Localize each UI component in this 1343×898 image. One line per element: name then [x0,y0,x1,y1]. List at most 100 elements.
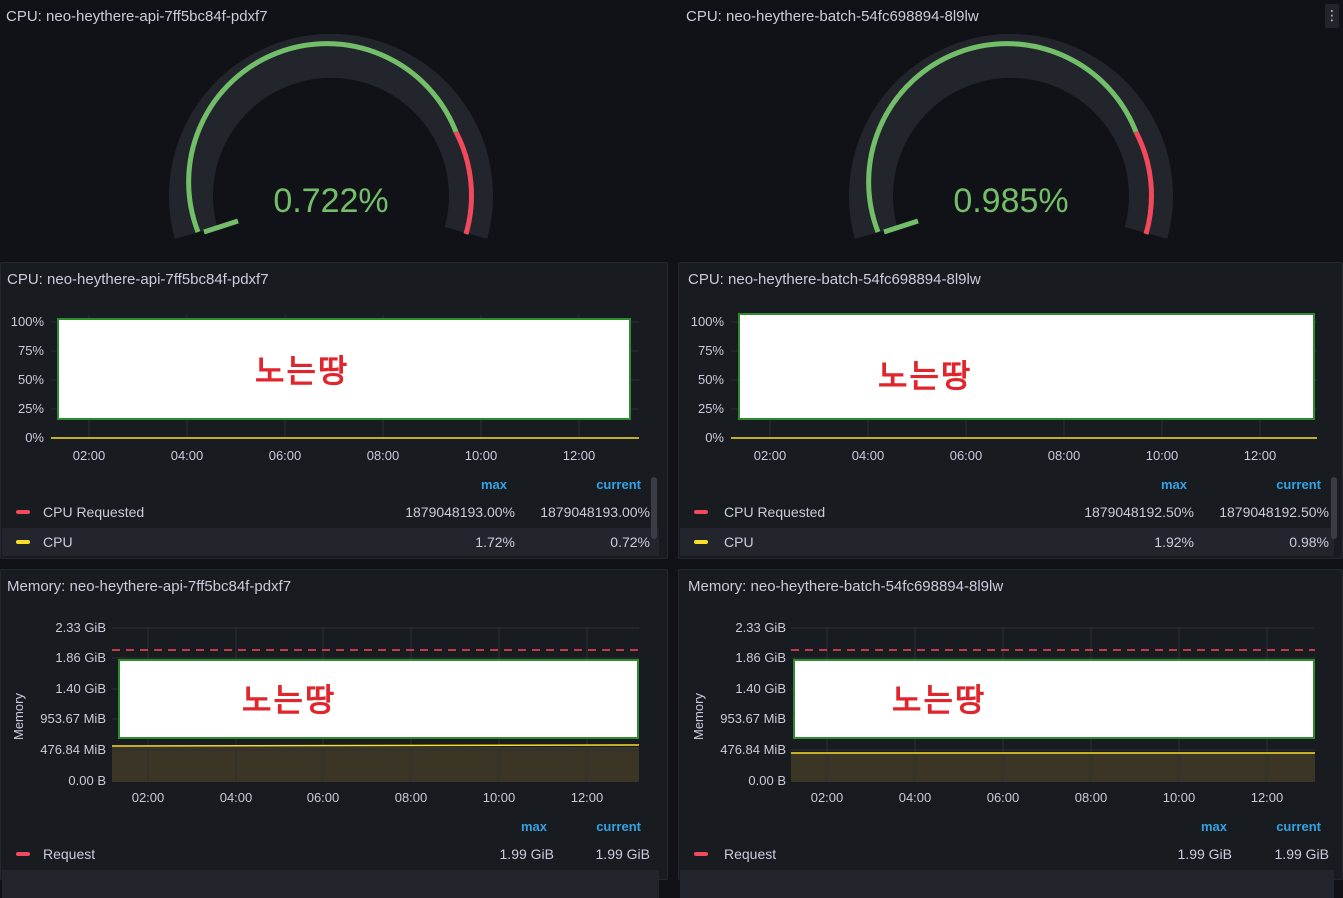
cpu-panel-api[interactable]: CPU: neo-heythere-api-7ff5bc84f-pdxf7 10… [0,262,668,559]
legend-header-max[interactable]: max [520,819,547,834]
legend-header-max[interactable]: max [1160,477,1187,492]
y-tick: 0.00 B [748,773,786,788]
overlay-text: 노는땅 [878,357,973,395]
series-swatch [16,852,30,856]
legend-header-current[interactable]: current [596,477,641,492]
x-tick: 10:00 [483,790,516,805]
legend-row[interactable]: Request 1.99 GiB 1.99 GiB [2,840,659,868]
series-swatch [694,852,708,856]
y-tick: 100% [691,314,725,329]
series-name: CPU Requested [724,504,826,520]
x-tick: 10:00 [465,448,498,463]
legend-header-current[interactable]: current [596,819,641,834]
x-tick: 04:00 [220,790,253,805]
x-tick: 02:00 [811,790,844,805]
y-tick: 50% [698,372,724,387]
legend-row[interactable]: CPU Requested 1879048192.50% 1879048192.… [680,498,1334,526]
series-name: Request [724,846,777,862]
panel-title: Memory: neo-heythere-batch-54fc698894-8l… [688,578,1004,595]
series-max: 1.92% [1154,534,1194,550]
series-swatch [16,540,30,544]
x-tick: 10:00 [1163,790,1196,805]
gauge-panel-api[interactable]: CPU: neo-heythere-api-7ff5bc84f-pdxf7 0.… [0,0,668,258]
legend-row[interactable]: CPU 1.92% 0.98% [680,528,1334,556]
series-current: 1879048193.00% [540,504,650,520]
redaction-overlay: 노는땅 [57,318,631,420]
y-tick: 50% [18,372,44,387]
y-tick: 100% [11,314,45,329]
panel-title: Memory: neo-heythere-api-7ff5bc84f-pdxf7 [7,578,292,595]
series-name: CPU Requested [43,504,145,520]
x-tick: 08:00 [395,790,428,805]
legend-row[interactable]: Request 1.99 GiB 1.99 GiB [680,840,1334,868]
x-tick: 12:00 [563,448,596,463]
x-tick: 02:00 [73,448,106,463]
panel-title: CPU: neo-heythere-batch-54fc698894-8l9lw [686,8,979,25]
y-tick: 1.40 GiB [55,681,106,696]
legend-header-current[interactable]: current [1276,819,1321,834]
y-tick: 476.84 MiB [720,742,786,757]
overlay-text: 노는땅 [892,681,987,719]
gauge-value: 0.985% [953,182,1069,220]
x-tick: 08:00 [1048,448,1081,463]
x-tick: 12:00 [1244,448,1277,463]
x-tick: 08:00 [1075,790,1108,805]
series-current: 1.99 GiB [595,846,650,862]
y-tick: 0.00 B [68,773,106,788]
y-tick: 25% [698,401,724,416]
series-current: 0.72% [610,534,650,550]
redaction-overlay: 노는땅 [793,659,1315,739]
x-tick: 02:00 [754,448,787,463]
series-max: 1879048192.50% [1084,504,1194,520]
cpu-panel-batch[interactable]: CPU: neo-heythere-batch-54fc698894-8l9lw… [678,262,1343,559]
legend-scrollbar[interactable] [1331,477,1337,539]
gauge-value: 0.722% [273,182,389,220]
x-tick: 10:00 [1146,448,1179,463]
gauge-panel-batch[interactable]: CPU: neo-heythere-batch-54fc698894-8l9lw… [680,0,1343,258]
legend-header-current[interactable]: current [1276,477,1321,492]
x-tick: 06:00 [307,790,340,805]
panel-menu-icon[interactable]: ⋮ [1325,4,1339,28]
legend-header-max[interactable]: max [1200,819,1227,834]
series-swatch [16,510,30,514]
memory-panel-api[interactable]: Memory: neo-heythere-api-7ff5bc84f-pdxf7… [0,569,668,898]
y-tick: 953.67 MiB [40,711,106,726]
legend-row[interactable]: CPU Requested 1879048193.00% 1879048193.… [2,498,659,526]
series-current: 1879048192.50% [1219,504,1329,520]
x-tick: 12:00 [1251,790,1284,805]
series-max: 1.72% [475,534,515,550]
series-max: 1.99 GiB [1177,846,1232,862]
x-tick: 04:00 [852,448,885,463]
panel-title: CPU: neo-heythere-api-7ff5bc84f-pdxf7 [7,271,269,288]
series-swatch [694,540,708,544]
overlay-text: 노는땅 [255,352,350,390]
y-tick: 1.40 GiB [735,681,786,696]
memory-graph: 2.33 GiB 1.86 GiB 1.40 GiB 953.67 MiB 47… [720,620,1315,805]
y-tick: 0% [705,430,724,445]
x-tick: 12:00 [571,790,604,805]
y-tick: 0% [25,430,44,445]
legend-row-partial[interactable] [680,870,1334,898]
x-tick: 04:00 [899,790,932,805]
legend-row-partial[interactable] [2,870,659,898]
gauge-arc [169,34,493,239]
series-name: Request [43,846,96,862]
series-name: CPU [43,534,73,550]
memory-panel-batch[interactable]: Memory: neo-heythere-batch-54fc698894-8l… [678,569,1343,898]
gauge-arc [849,34,1173,239]
y-tick: 1.86 GiB [55,650,106,665]
x-tick: 06:00 [987,790,1020,805]
y-tick: 1.86 GiB [735,650,786,665]
overlay-text: 노는땅 [242,681,337,719]
x-tick: 06:00 [269,448,302,463]
series-swatch [694,510,708,514]
legend-header-max[interactable]: max [480,477,507,492]
x-tick: 04:00 [171,448,204,463]
redaction-overlay: 노는땅 [118,659,639,739]
y-tick: 75% [18,343,44,358]
legend-scrollbar[interactable] [651,477,657,539]
y-tick: 25% [18,401,44,416]
panel-title: CPU: neo-heythere-batch-54fc698894-8l9lw [688,271,981,288]
y-tick: 2.33 GiB [55,620,106,635]
legend-row[interactable]: CPU 1.72% 0.72% [2,528,659,556]
